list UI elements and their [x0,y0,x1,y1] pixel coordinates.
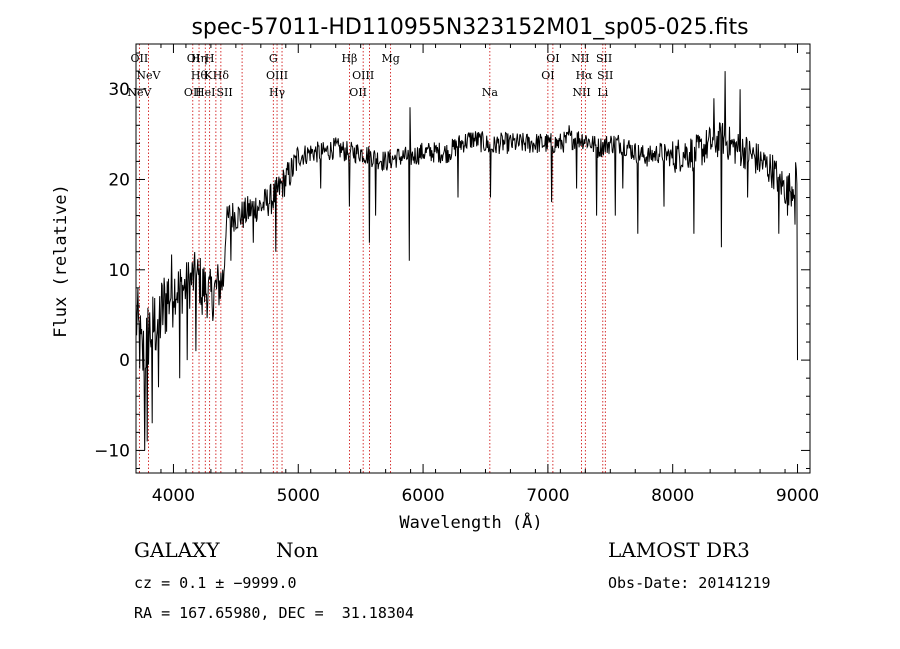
line-label-22: NII [571,52,589,65]
x-axis-label: Wavelength (Å) [399,511,542,533]
line-label-0: NeV [127,86,152,99]
plot-frame [135,43,811,474]
x-tick-label-4000: 4000 [152,486,195,506]
line-label-3: OII [184,86,202,99]
line-label-20: OI [546,52,559,65]
x-tick-label-7000: 7000 [526,486,569,506]
spectrum-line [135,71,798,451]
axis-ticks-group: 4000 5000 6000 7000 8000 9000 −10 0 10 20 30 [94,44,819,506]
y-tick-label-0: 0 [119,351,130,371]
line-label-8: K [204,69,213,82]
y-tick-label-30: 30 [108,80,130,100]
line-label-26: NII [572,86,590,99]
object-subclass: Non [276,538,319,562]
line-label-14: Hγ [269,86,286,99]
line-label-12: G [269,52,278,65]
line-label-18: OII [349,86,367,99]
line-label-1: NeV [136,69,161,82]
line-label-25: SII [597,69,613,82]
y-tick-label--10: −10 [94,441,130,461]
chart-title: spec-57011-HD110955N323152M01_sp05-025.f… [191,15,748,40]
line-label-24: Hα [576,69,594,82]
line-label-17: OIII [352,69,374,82]
y-axis-label: Flux (relative) [51,184,71,338]
x-tick-label-9000: 9000 [776,486,819,506]
spectrum-series-group [135,71,798,451]
object-class: GALAXY [134,538,220,562]
line-label-2: OII [131,52,149,65]
line-label-11: SII [217,86,233,99]
x-tick-label-6000: 6000 [401,486,444,506]
line-label-15: Hβ [341,52,357,65]
line-label-16: Mg [381,52,399,65]
line-label-9: HeI [195,86,215,99]
line-label-5: Hη [191,52,207,65]
x-tick-label-5000: 5000 [277,486,320,506]
line-label-27: Li [597,86,608,99]
line-label-10: Hδ [213,69,230,82]
survey-label: LAMOST DR3 [608,538,750,562]
x-tick-label-8000: 8000 [651,486,694,506]
line-label-21: OI [541,69,554,82]
line-markers-group [138,44,606,473]
line-label-13: OIII [266,69,288,82]
y-tick-label-20: 20 [108,170,130,190]
line-label-23: SII [596,52,612,65]
y-tick-label-10: 10 [108,261,130,281]
line-label-6: H [205,52,215,65]
obs-date: Obs-Date: 20141219 [608,574,771,592]
line-label-7: Hθ [191,69,208,82]
line-label-4: OI [187,52,200,65]
redshift-readout: cz = 0.1 ± −9999.0 [134,574,297,592]
coordinates-readout: RA = 167.65980, DEC = 31.18304 [134,604,414,622]
line-label-19: Na [482,86,499,99]
